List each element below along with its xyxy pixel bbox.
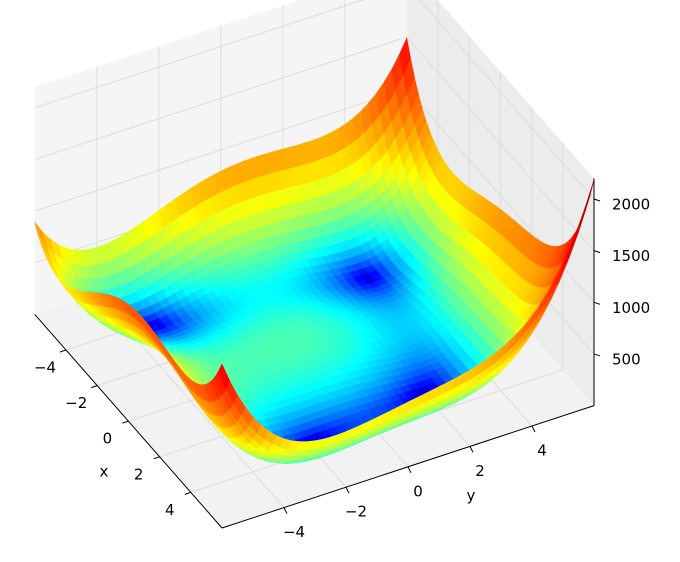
x-tick bbox=[59, 349, 67, 353]
y-axis-label: y bbox=[467, 487, 476, 505]
y-tick bbox=[469, 446, 474, 453]
z-tick bbox=[593, 301, 601, 305]
grid-line bbox=[34, 36, 407, 160]
z-tick bbox=[593, 250, 601, 254]
z-tick bbox=[593, 198, 601, 202]
y-tick bbox=[407, 466, 412, 474]
z-tick-label: 1000 bbox=[612, 299, 650, 317]
x-tick bbox=[184, 491, 191, 495]
x-axis-label: x bbox=[100, 463, 109, 481]
y-tick bbox=[345, 486, 350, 494]
x-tick-label: 4 bbox=[165, 501, 175, 519]
z-tick-label: 500 bbox=[612, 350, 641, 368]
y-tick-label: 0 bbox=[413, 482, 423, 500]
y-tick-label: −4 bbox=[283, 523, 305, 541]
y-tick bbox=[283, 507, 288, 514]
x-tick bbox=[122, 420, 129, 424]
x-tick-label: −2 bbox=[65, 394, 87, 412]
z-tick bbox=[593, 353, 601, 357]
x-tick bbox=[153, 456, 160, 460]
surface-patch bbox=[217, 363, 231, 390]
grid-line bbox=[34, 0, 365, 109]
grid-line bbox=[34, 88, 407, 212]
axes: −4 −2 0 2 4 −4 −2 0 2 4 500 1000 1500 2000 bbox=[34, 178, 650, 541]
y-tick-label: −2 bbox=[345, 503, 367, 521]
z-tick-label: 1500 bbox=[612, 247, 650, 265]
x-tick bbox=[91, 385, 98, 389]
grid-line bbox=[406, 36, 595, 251]
y-tick bbox=[531, 425, 536, 433]
x-tick-label: 0 bbox=[103, 430, 113, 448]
z-tick-label: 2000 bbox=[612, 196, 650, 214]
grid-line bbox=[418, 0, 595, 200]
surface bbox=[34, 37, 595, 464]
x-tick-label: −4 bbox=[34, 359, 56, 377]
y-tick-label: 2 bbox=[475, 462, 485, 480]
x-tick-label: 2 bbox=[134, 465, 144, 483]
y-tick-label: 4 bbox=[537, 442, 547, 460]
